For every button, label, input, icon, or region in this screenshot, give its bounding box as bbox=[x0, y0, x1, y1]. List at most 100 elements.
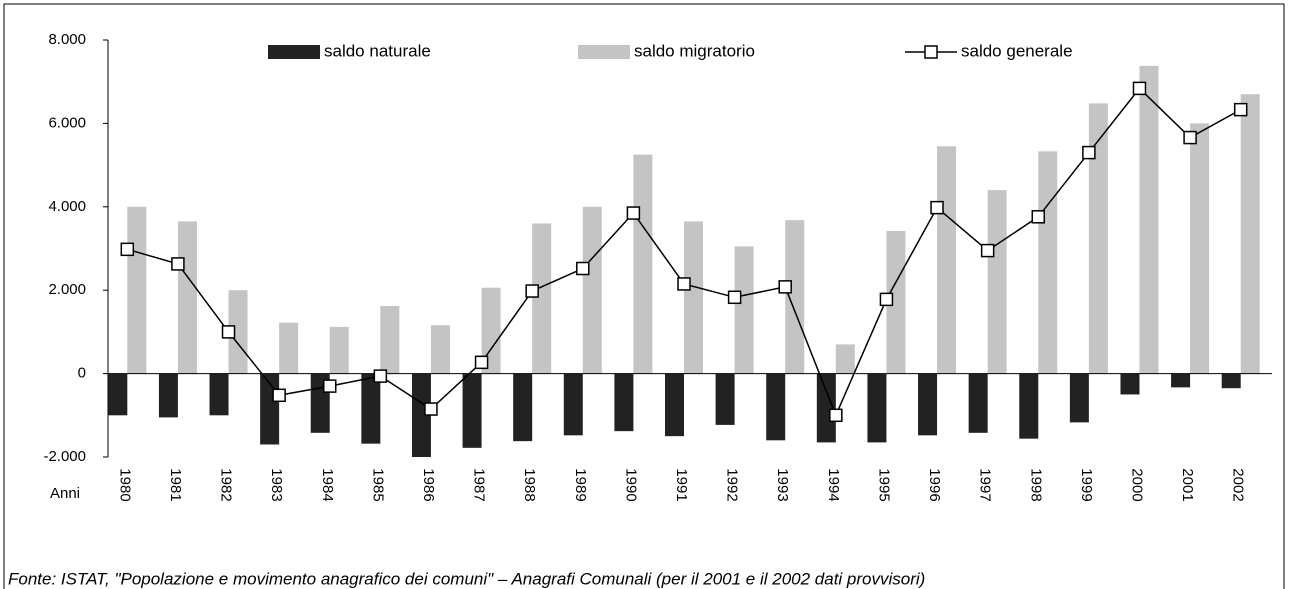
bar bbox=[279, 322, 299, 374]
marker bbox=[525, 284, 539, 298]
bar bbox=[361, 373, 381, 444]
bar bbox=[411, 373, 431, 457]
bar bbox=[177, 221, 197, 374]
marker bbox=[424, 402, 438, 416]
bar bbox=[734, 246, 754, 374]
x-tick-label: 1998 bbox=[1027, 468, 1044, 501]
x-tick-label: 1982 bbox=[218, 468, 235, 501]
bar bbox=[1120, 373, 1140, 395]
marker bbox=[1183, 130, 1197, 145]
bar bbox=[582, 206, 602, 374]
x-tick-label: 1981 bbox=[167, 468, 184, 501]
bar bbox=[1088, 103, 1108, 374]
marker bbox=[474, 355, 489, 370]
legend-swatch bbox=[924, 45, 938, 59]
bar bbox=[329, 326, 349, 374]
x-tick-label: 1985 bbox=[369, 468, 386, 501]
marker bbox=[677, 277, 691, 291]
marker bbox=[727, 290, 742, 305]
y-tick-label: 2.000 bbox=[48, 281, 86, 298]
bar bbox=[127, 206, 147, 374]
bar bbox=[715, 373, 735, 425]
x-tick-label: 1997 bbox=[977, 468, 994, 501]
bar bbox=[1190, 123, 1210, 374]
bar bbox=[937, 146, 957, 374]
bar bbox=[987, 190, 1007, 374]
bar bbox=[380, 306, 400, 374]
bar bbox=[1221, 373, 1241, 389]
bar bbox=[228, 290, 248, 374]
legend-label: saldo migratorio bbox=[634, 41, 755, 60]
marker bbox=[576, 261, 590, 276]
bar bbox=[430, 325, 450, 374]
x-tick-label: 1994 bbox=[825, 468, 842, 501]
x-axis-label: Anni bbox=[50, 485, 80, 502]
x-tick-label: 1996 bbox=[926, 468, 943, 501]
bar bbox=[816, 373, 836, 443]
bar bbox=[1069, 373, 1089, 423]
bar bbox=[532, 223, 552, 374]
marker bbox=[778, 280, 792, 294]
x-tick-label: 2001 bbox=[1179, 468, 1196, 501]
bar bbox=[684, 221, 703, 374]
bar bbox=[614, 373, 634, 432]
marker bbox=[1031, 210, 1046, 224]
x-tick-label: 1989 bbox=[572, 468, 589, 501]
x-tick-label: 1980 bbox=[116, 468, 133, 501]
chart-border bbox=[3, 3, 1285, 589]
marker bbox=[171, 257, 185, 271]
x-tick-label: 1987 bbox=[471, 468, 488, 501]
bar bbox=[1038, 151, 1058, 374]
bar bbox=[785, 220, 805, 374]
x-tick-label: 1988 bbox=[521, 468, 538, 501]
marker bbox=[1233, 102, 1248, 117]
y-tick-label: 4.000 bbox=[48, 198, 86, 215]
source-note: Fonte: ISTAT, "Popolazione e movimento a… bbox=[8, 569, 925, 588]
bar bbox=[462, 373, 482, 448]
legend-label: saldo naturale bbox=[324, 41, 431, 60]
legend-swatch bbox=[268, 45, 320, 59]
bar bbox=[563, 373, 583, 436]
x-tick-label: 2000 bbox=[1129, 468, 1146, 501]
bar bbox=[665, 373, 684, 437]
legend-swatch bbox=[578, 45, 630, 59]
y-tick-label: -2.000 bbox=[43, 448, 86, 465]
marker bbox=[1082, 145, 1096, 160]
bar bbox=[1171, 373, 1191, 388]
marker bbox=[120, 242, 135, 257]
bar bbox=[633, 154, 653, 374]
marker bbox=[322, 379, 337, 393]
x-tick-label: 1993 bbox=[774, 468, 791, 501]
x-tick-label: 1984 bbox=[319, 468, 336, 501]
bar bbox=[1240, 94, 1260, 374]
y-tick-label: 6.000 bbox=[48, 114, 86, 131]
x-tick-label: 1990 bbox=[622, 468, 639, 501]
x-tick-label: 1999 bbox=[1078, 468, 1095, 501]
bar bbox=[158, 373, 178, 418]
marker bbox=[879, 292, 894, 307]
bar bbox=[886, 230, 906, 374]
bar bbox=[867, 373, 887, 443]
y-tick-label: 0 bbox=[78, 365, 86, 382]
bar bbox=[1139, 65, 1159, 374]
legend-label: saldo generale bbox=[961, 41, 1073, 60]
x-tick-label: 1983 bbox=[268, 468, 285, 501]
bar bbox=[209, 373, 229, 416]
marker bbox=[626, 206, 641, 220]
bar bbox=[108, 373, 128, 416]
x-tick-label: 1992 bbox=[724, 468, 741, 501]
marker bbox=[272, 388, 286, 403]
marker bbox=[980, 243, 995, 258]
bar bbox=[481, 287, 501, 374]
bar bbox=[766, 373, 786, 441]
x-tick-label: 1986 bbox=[420, 468, 437, 501]
bar bbox=[835, 344, 855, 374]
x-tick-label: 1995 bbox=[875, 468, 892, 501]
bar bbox=[1019, 373, 1039, 439]
x-tick-label: 1991 bbox=[673, 468, 690, 501]
marker bbox=[829, 408, 843, 423]
marker bbox=[930, 200, 944, 215]
bar bbox=[513, 373, 533, 442]
bar bbox=[918, 373, 938, 436]
marker bbox=[373, 369, 388, 383]
